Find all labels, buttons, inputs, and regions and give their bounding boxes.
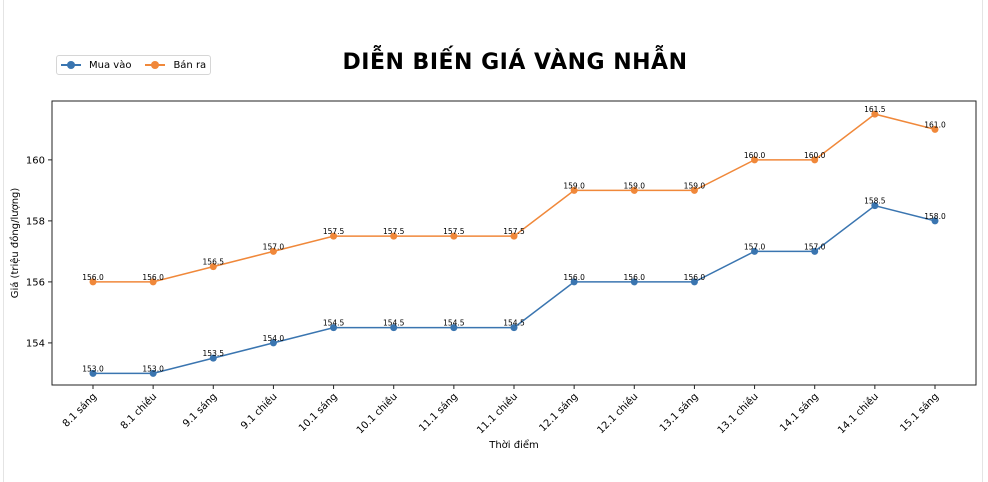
data-point [630, 186, 638, 194]
data-label: 156.0 [624, 273, 646, 282]
x-tick-label: 12.1 chiều [595, 391, 641, 437]
data-point [931, 217, 939, 225]
data-label: 160.0 [804, 151, 826, 160]
data-label: 154.5 [323, 319, 345, 328]
data-label: 156.0 [142, 273, 164, 282]
legend-label: Mua vào [89, 59, 132, 71]
data-point [570, 278, 578, 286]
data-label: 154.0 [263, 334, 285, 343]
plot-area [51, 100, 977, 386]
data-label: 161.5 [864, 105, 886, 114]
data-point [390, 324, 398, 332]
data-point [931, 125, 939, 133]
data-point [89, 369, 97, 377]
data-point [209, 263, 217, 271]
x-tick-label: 13.1 chiều [715, 391, 761, 437]
data-point [630, 278, 638, 286]
legend-marker-mua-vao [61, 61, 81, 69]
x-tick-label: 10.1 sáng [296, 391, 339, 434]
data-label: 153.5 [203, 349, 225, 358]
chart-title: DIỄN BIẾN GIÁ VÀNG NHẪN [342, 50, 688, 75]
data-point [209, 354, 217, 362]
data-point [149, 369, 157, 377]
legend-label: Bán ra [173, 59, 207, 71]
data-point [450, 324, 458, 332]
x-tick-label: 9.1 sáng [180, 391, 219, 430]
figure-frame [3, 0, 983, 482]
data-point [871, 202, 879, 210]
x-tick-label: 14.1 chiều [835, 391, 881, 437]
y-tick-label: 160 [26, 155, 45, 166]
x-tick-label: 10.1 chiều [354, 391, 400, 437]
data-label: 153.0 [82, 364, 104, 373]
data-label: 160.0 [744, 151, 766, 160]
data-point [570, 186, 578, 194]
x-tick-label: 12.1 sáng [537, 391, 580, 434]
data-point [690, 186, 698, 194]
data-label: 157.5 [383, 227, 405, 236]
data-label: 159.0 [684, 181, 706, 190]
data-label: 159.0 [624, 181, 646, 190]
data-label: 157.0 [804, 242, 826, 251]
data-label: 161.0 [924, 120, 946, 129]
data-point [89, 278, 97, 286]
data-label: 156.0 [82, 273, 104, 282]
data-label: 158.0 [924, 212, 946, 221]
data-label: 156.0 [684, 273, 706, 282]
legend-item-mua-vao: Mua vào [61, 60, 131, 71]
x-tick-label: 11.1 sáng [417, 391, 460, 434]
data-point [149, 278, 157, 286]
data-point [751, 247, 759, 255]
x-tick-label: 15.1 sáng [898, 391, 941, 434]
data-label: 154.5 [383, 319, 405, 328]
y-tick-label: 156 [26, 277, 45, 288]
y-tick-label: 158 [26, 216, 45, 227]
data-point [269, 339, 277, 347]
data-point [330, 232, 338, 240]
data-label: 157.0 [263, 242, 285, 251]
legend-item-ban-ra: Bán ra [145, 60, 206, 71]
data-label: 153.0 [142, 364, 164, 373]
x-tick-label: 8.1 chiều [118, 391, 159, 432]
data-point [751, 156, 759, 164]
data-point [811, 247, 819, 255]
data-label: 156.5 [203, 258, 225, 267]
data-label: 157.5 [503, 227, 525, 236]
x-tick-label: 11.1 chiều [474, 391, 520, 437]
x-tick-label: 13.1 sáng [657, 391, 700, 434]
data-label: 157.5 [323, 227, 345, 236]
data-label: 154.5 [443, 319, 465, 328]
data-point [330, 324, 338, 332]
data-point [510, 232, 518, 240]
y-tick-label: 154 [26, 338, 45, 349]
legend-marker-ban-ra [145, 61, 166, 69]
data-point [450, 232, 458, 240]
data-point [871, 110, 879, 118]
x-tick-label: 14.1 sáng [777, 391, 820, 434]
x-tick-label: 8.1 sáng [60, 391, 99, 430]
data-point [690, 278, 698, 286]
data-label: 154.5 [503, 319, 525, 328]
data-label: 157.5 [443, 227, 465, 236]
data-point [269, 247, 277, 255]
data-point [811, 156, 819, 164]
data-point [510, 324, 518, 332]
x-axis-label: Thời điểm [488, 438, 539, 451]
data-label: 158.5 [864, 197, 886, 206]
legend: Mua vào Bán ra [56, 55, 212, 75]
data-label: 156.0 [563, 273, 585, 282]
data-label: 157.0 [744, 242, 766, 251]
y-axis-label: Giá (triệu đồng/lượng) [9, 188, 21, 299]
x-tick-label: 9.1 chiều [238, 391, 279, 432]
data-point [390, 232, 398, 240]
data-label: 159.0 [563, 181, 585, 190]
